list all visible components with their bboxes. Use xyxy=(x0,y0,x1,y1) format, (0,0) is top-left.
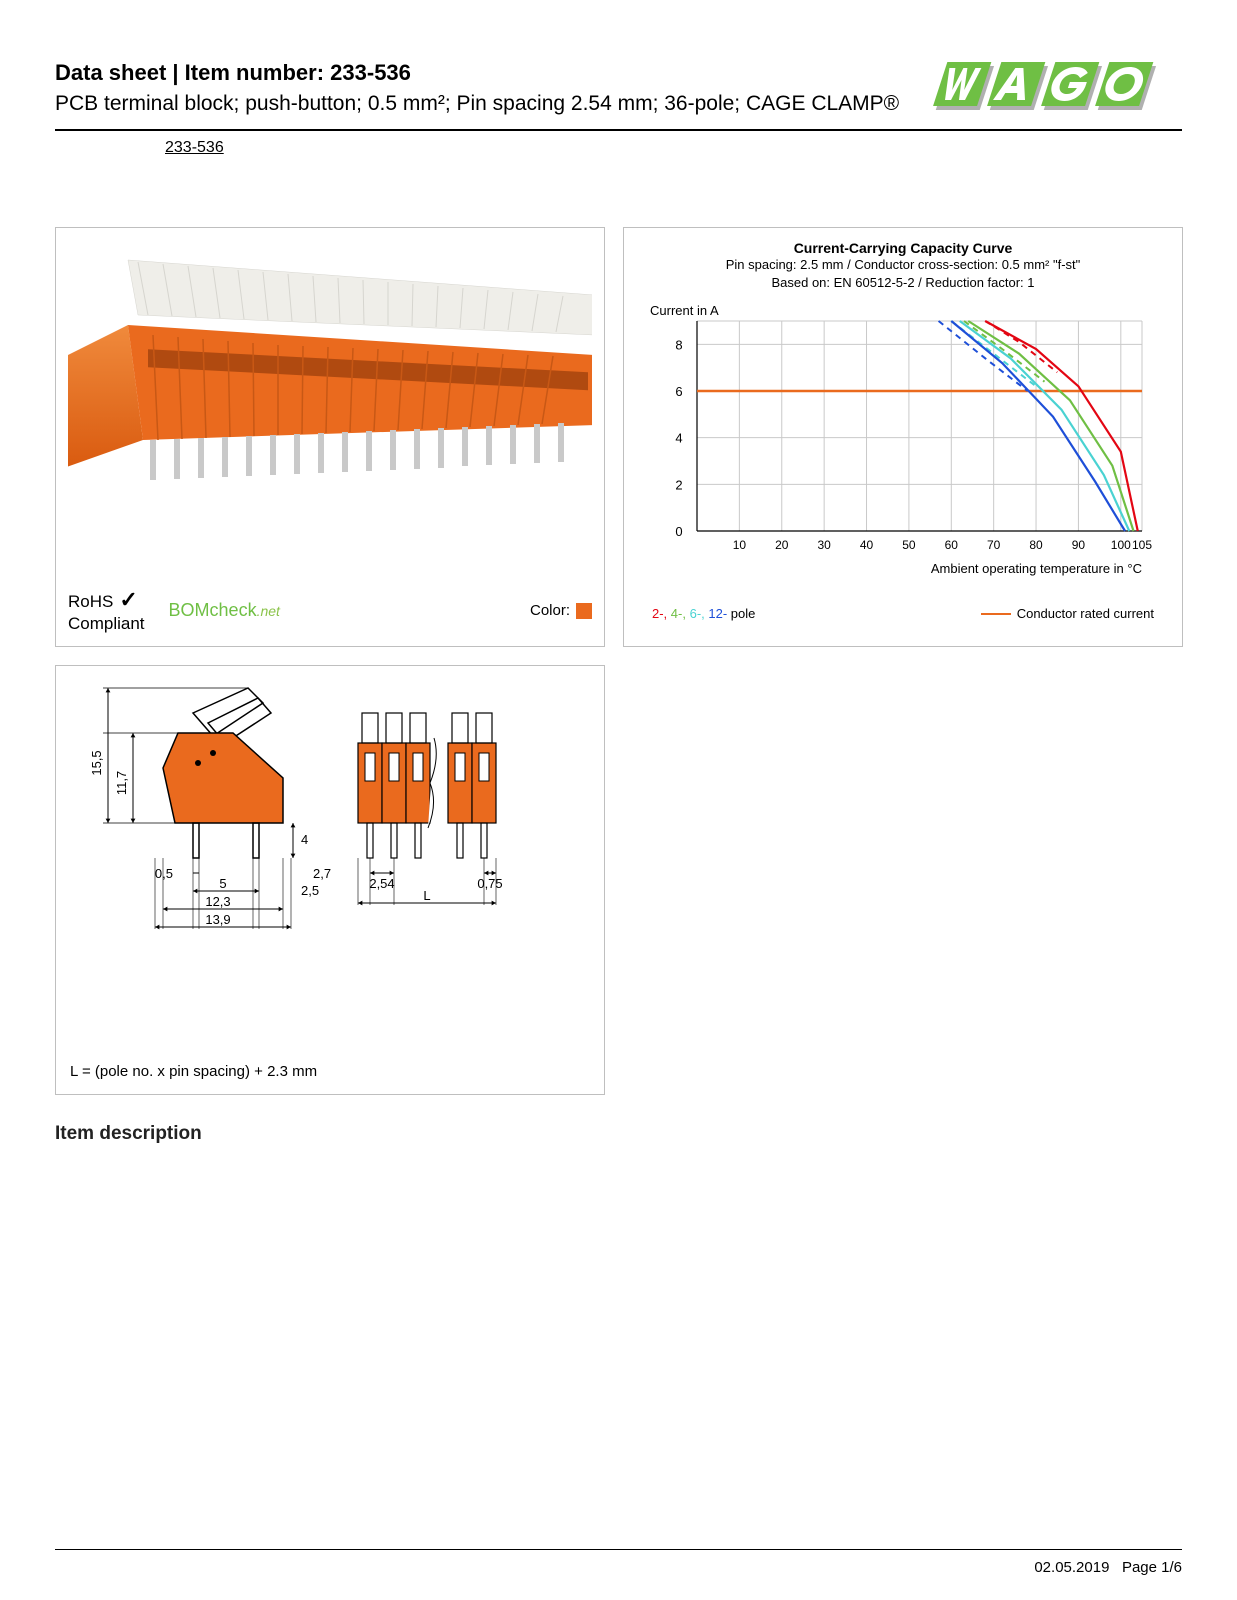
rohs-line2: Compliant xyxy=(68,614,145,633)
svg-text:12,3: 12,3 xyxy=(205,894,230,909)
svg-text:90: 90 xyxy=(1072,538,1086,552)
svg-text:L: L xyxy=(423,888,430,903)
footer-rule xyxy=(55,1549,1182,1550)
legend-rated-line xyxy=(981,613,1011,615)
product-image-panel: RoHS ✓ Compliant BOMcheck.net Color: xyxy=(55,227,605,647)
chart-sub1: Pin spacing: 2.5 mm / Conductor cross-se… xyxy=(642,256,1164,274)
svg-text:8: 8 xyxy=(675,337,682,352)
legend-pole-suffix: pole xyxy=(727,606,755,621)
subtitle: PCB terminal block; push-button; 0.5 mm²… xyxy=(55,90,899,118)
dimensions-panel: 15,5 11,7 4 0,5 2,7 5 2,5 12,3 13,9 2,54 0,75 L L =… xyxy=(55,665,605,1095)
chart-title: Current-Carrying Capacity Curve xyxy=(642,240,1164,256)
color-label-text: Color: xyxy=(530,602,570,619)
checkmark-icon: ✓ xyxy=(119,587,137,612)
footer-page: Page 1/6 xyxy=(1122,1559,1182,1576)
dimension-drawing: 15,5 11,7 4 0,5 2,7 5 2,5 12,3 13,9 2,54 0,75 L xyxy=(68,678,594,1048)
svg-text:10: 10 xyxy=(733,538,747,552)
capacity-chart-panel: Current-Carrying Capacity Curve Pin spac… xyxy=(623,227,1183,647)
svg-text:Ambient operating temperature: Ambient operating temperature in °C xyxy=(931,561,1142,576)
dimension-formula: L = (pole no. x pin spacing) + 2.3 mm xyxy=(70,1063,317,1080)
header: Data sheet | Item number: 233-536 PCB te… xyxy=(55,60,1182,131)
svg-text:30: 30 xyxy=(817,538,831,552)
svg-text:15,5: 15,5 xyxy=(89,750,104,775)
section-heading: Item description xyxy=(55,1123,1182,1145)
svg-text:80: 80 xyxy=(1029,538,1043,552)
svg-text:5: 5 xyxy=(219,876,226,891)
svg-text:2,5: 2,5 xyxy=(301,883,319,898)
color-swatch xyxy=(576,603,592,619)
rohs-line1: RoHS xyxy=(68,592,113,611)
svg-text:Current in A: Current in A xyxy=(650,303,719,318)
svg-text:70: 70 xyxy=(987,538,1001,552)
bomcheck-logo: BOMcheck.net xyxy=(169,600,280,621)
title-item-label: Item number: xyxy=(185,60,324,85)
svg-text:2,54: 2,54 xyxy=(369,876,394,891)
chart-sub2: Based on: EN 60512-5-2 / Reduction facto… xyxy=(642,274,1164,292)
wago-logo xyxy=(922,60,1182,123)
chart-legend: 2-, 4-, 6-, 12- pole Conductor rated cur… xyxy=(642,606,1164,621)
svg-text:6: 6 xyxy=(675,384,682,399)
rohs-compliant: RoHS ✓ Compliant xyxy=(68,587,145,634)
header-text: Data sheet | Item number: 233-536 PCB te… xyxy=(55,60,899,118)
svg-text:20: 20 xyxy=(775,538,789,552)
svg-text:105: 105 xyxy=(1132,538,1152,552)
color-indicator: Color: xyxy=(530,602,592,619)
bomcheck-suffix: .net xyxy=(257,603,280,619)
svg-text:50: 50 xyxy=(902,538,916,552)
svg-text:60: 60 xyxy=(945,538,959,552)
svg-text:0,5: 0,5 xyxy=(155,866,173,881)
legend-rated-text: Conductor rated current xyxy=(1017,606,1154,621)
svg-text:100: 100 xyxy=(1111,538,1131,552)
svg-text:2: 2 xyxy=(675,477,682,492)
legend-poles: 2-, 4-, 6-, 12- pole xyxy=(652,606,755,621)
svg-text:40: 40 xyxy=(860,538,874,552)
chart: Current in A 0 2 4 6 8 10 20 30 40 50 60 70 80 90 10010… xyxy=(642,301,1164,596)
legend-rated: Conductor rated current xyxy=(981,606,1154,621)
footer-date: 02.05.2019 xyxy=(1034,1559,1109,1576)
bomcheck-main: BOMcheck xyxy=(169,600,257,620)
title-sep: | xyxy=(166,60,184,85)
product-image xyxy=(68,240,592,540)
svg-text:0,75: 0,75 xyxy=(477,876,502,891)
footer: 02.05.2019 Page 1/6 xyxy=(1034,1559,1182,1576)
svg-text:0: 0 xyxy=(675,524,682,539)
title-item-number: 233-536 xyxy=(330,60,411,85)
svg-text:13,9: 13,9 xyxy=(205,912,230,927)
svg-text:4: 4 xyxy=(301,832,308,847)
title-prefix: Data sheet xyxy=(55,60,166,85)
svg-text:11,7: 11,7 xyxy=(114,771,129,795)
page-title: Data sheet | Item number: 233-536 xyxy=(55,60,899,86)
svg-text:4: 4 xyxy=(675,431,682,446)
svg-text:2,7: 2,7 xyxy=(313,866,331,881)
item-link[interactable]: 233-536 xyxy=(165,139,224,157)
